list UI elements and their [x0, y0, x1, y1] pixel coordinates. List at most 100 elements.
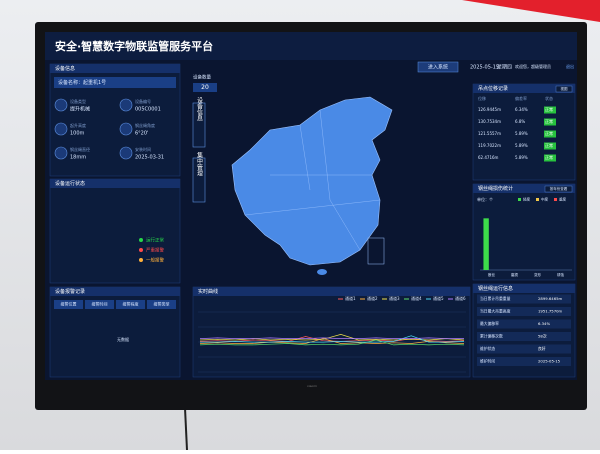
panel-title: 实时曲线 [198, 288, 218, 295]
panel-title: 设备信息 [55, 65, 75, 72]
map-button[interactable] [192, 102, 206, 148]
alarm-tab-label[interactable]: 报警类型 [154, 301, 170, 307]
status-badge [544, 142, 556, 150]
panel [472, 83, 576, 181]
selector[interactable] [555, 85, 573, 93]
table-header: 位移 [478, 95, 486, 101]
field-icon [119, 98, 133, 112]
alarm-tab[interactable] [147, 300, 176, 309]
selector-label[interactable]: 视图 [561, 86, 569, 91]
info-value: 良好 [538, 346, 546, 351]
field-value: 18mm [70, 155, 86, 161]
table-cell: 130.7534m [478, 119, 501, 124]
field-label: 设备编号 [135, 98, 151, 104]
status-badge [544, 106, 556, 114]
status-label: 运行正常 [146, 237, 164, 244]
table-cell: 正常 [545, 142, 553, 148]
weekday: 星期四 [497, 65, 512, 71]
alarm-tab[interactable] [85, 300, 114, 309]
table-header: 状态 [545, 95, 553, 101]
alarm-tab[interactable] [116, 300, 145, 309]
table-cell: 62.4716m [478, 155, 499, 160]
alarm-tab[interactable] [54, 300, 83, 309]
info-row [477, 332, 571, 341]
date: 2025-05-15 [470, 65, 499, 71]
x-tick-label: 断丝 [488, 272, 496, 277]
panel-title: 设备报警记录 [55, 288, 85, 295]
panel-header [50, 64, 180, 73]
panel-header [473, 284, 575, 293]
status-label: 严重报警 [146, 247, 164, 254]
panel [472, 183, 576, 281]
line-series [199, 339, 465, 346]
legend-swatch [518, 198, 521, 201]
field-value: 2025-03-31 [135, 155, 164, 161]
header-title: 安全·智慧数字物联监管服务平台 [55, 39, 213, 53]
status-badge [544, 154, 556, 162]
status-badge [544, 130, 556, 138]
panel-header [50, 287, 180, 296]
info-label: 维护状态 [480, 346, 495, 351]
map-sea-box [367, 237, 385, 265]
status-badge [544, 118, 556, 126]
panel-title: 设备运行状态 [55, 180, 85, 187]
status-dot [139, 238, 143, 242]
info-value: 1951.7570m [538, 309, 563, 314]
field-label: 起升高度 [70, 122, 86, 128]
field-value: 6°20' [135, 131, 148, 137]
map-button-label[interactable]: 设备信息 [196, 96, 203, 121]
brand: xiaomi [307, 384, 317, 388]
status-label: 一般报警 [146, 257, 164, 264]
table-cell: 121.5557m [478, 131, 501, 136]
legend-label: 通道6 [455, 295, 466, 301]
field-label: 安装时间 [135, 146, 151, 152]
info-label: 当日最大吊重高度 [480, 309, 511, 314]
count-box [193, 83, 217, 92]
table-cell: 6.34% [515, 107, 528, 112]
selector[interactable] [544, 185, 573, 193]
info-row [477, 319, 571, 329]
table-header: 偏差率 [515, 95, 527, 101]
logout[interactable]: 退出 [566, 63, 574, 69]
line-series [199, 334, 465, 341]
info-label: 当日累计吊重重量 [480, 296, 511, 301]
table-cell: 正常 [545, 118, 553, 124]
panel-title: 钢丝绳损伤统计 [478, 185, 513, 192]
field-label: 钢丝绳角度 [135, 122, 155, 128]
table-cell: 5.89% [515, 155, 528, 160]
info-row [477, 307, 571, 316]
field-value: 提升机械 [70, 106, 90, 113]
legend-label: 重度 [559, 197, 567, 202]
info-row [477, 357, 571, 366]
unit-label: 单位：个 [477, 196, 493, 202]
count-value: 20 [201, 84, 209, 91]
info-value: 2025-05-15 [538, 359, 561, 364]
table-cell: 6.8% [515, 119, 525, 124]
map-button-label[interactable]: 集中管理 [196, 151, 203, 176]
map-button[interactable] [192, 157, 206, 203]
info-row [477, 294, 571, 304]
alarm-empty: 无数据 [117, 336, 129, 342]
alarm-tab-label[interactable]: 报警时间 [92, 301, 108, 307]
map-borders [244, 109, 381, 251]
info-value: 6.34% [538, 321, 550, 326]
line-series [199, 338, 465, 344]
enter-button[interactable] [417, 61, 459, 73]
field-icon [54, 98, 68, 112]
table-cell: 119.7022m [478, 143, 501, 148]
enter-button-label[interactable]: 进入系统 [428, 64, 448, 71]
alarm-tab-label[interactable]: 报警位置 [61, 301, 77, 307]
legend-swatch [554, 198, 557, 201]
x-tick-label: 锈蚀 [557, 272, 565, 277]
selector-label[interactable]: 按年份查看 [550, 186, 568, 191]
map-hainan [317, 269, 327, 275]
table-cell: 正常 [545, 106, 553, 112]
alarm-tab-label[interactable]: 报警程度 [123, 301, 139, 307]
legend-swatch [536, 198, 539, 201]
legend-label: 轻度 [523, 197, 531, 202]
panel [192, 286, 471, 378]
info-label: 累计偏移次数 [480, 334, 503, 339]
info-value: 58次 [538, 334, 547, 339]
